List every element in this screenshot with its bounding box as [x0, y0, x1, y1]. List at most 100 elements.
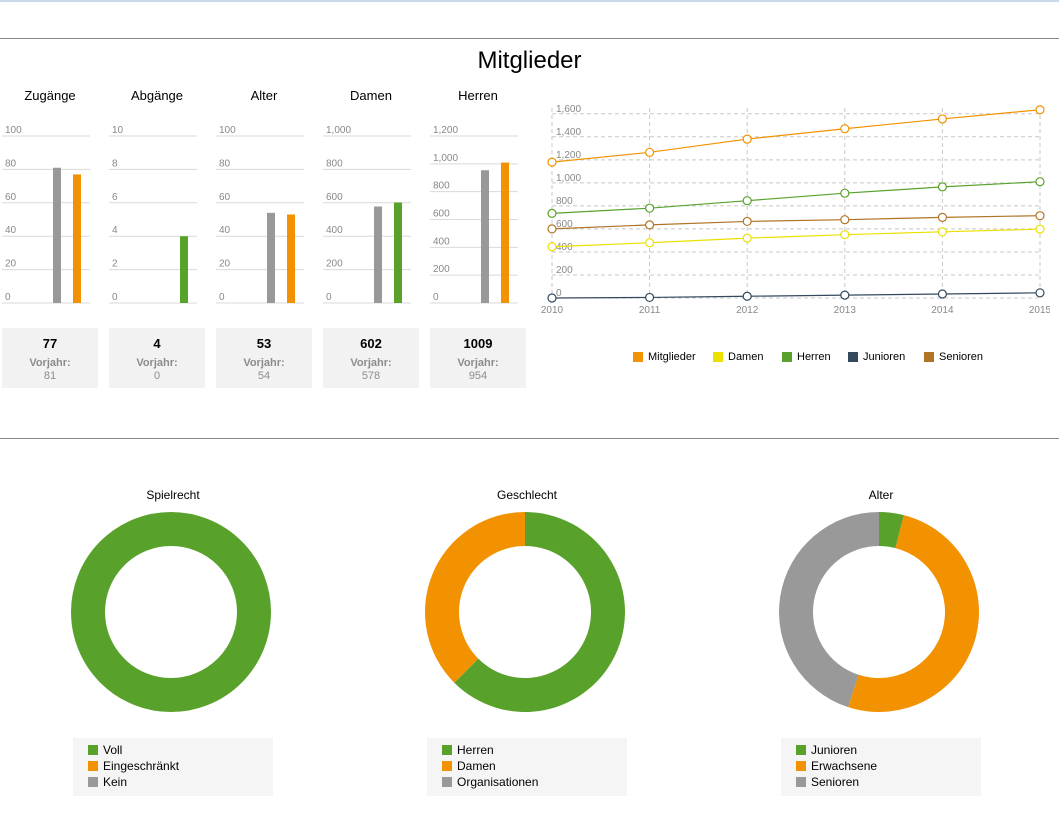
legend-item-organisationen[interactable]: Organisationen [442, 775, 538, 789]
stat-title: Herren [458, 88, 498, 103]
data-point [1035, 211, 1045, 221]
bar-aktuell [73, 174, 81, 303]
stat-value: 1009 [463, 336, 493, 351]
legend-label: Junioren [863, 351, 906, 363]
tick-label: 1,200 [433, 125, 458, 136]
legend-label: Voll [103, 743, 123, 757]
donut-slice [71, 512, 271, 712]
tick-label: 6 [112, 192, 118, 203]
tick-label: 600 [326, 192, 343, 203]
tick-label: 0 [326, 292, 332, 303]
legend-swatch [796, 761, 806, 771]
stat-prev-value: 0 [153, 370, 161, 382]
legend-label: Damen [457, 759, 496, 773]
donut-slice [425, 512, 525, 683]
stat-prev-label: Vorjahr: [243, 357, 285, 369]
stat-chart-damen: 1,000 800 600 400 200 0 [323, 125, 411, 304]
tick-label: 400 [433, 236, 450, 247]
stat-prev-value: 954 [468, 370, 488, 382]
data-point [1035, 105, 1045, 115]
legend-item-junioren[interactable]: Junioren [848, 351, 905, 363]
data-point [937, 212, 947, 222]
bar-vorjahr [53, 167, 61, 303]
tick-label: 0 [219, 292, 225, 303]
legend-swatch [88, 745, 98, 755]
stat-title: Zugänge [24, 88, 76, 103]
bar-aktuell [287, 214, 295, 303]
stat-value: 4 [153, 336, 161, 351]
legend-item-erwachsene[interactable]: Erwachsene [796, 759, 877, 773]
data-point [840, 290, 850, 300]
data-point [742, 196, 752, 206]
data-point [742, 134, 752, 144]
tick-label: 800 [326, 158, 343, 169]
legend-swatch [782, 352, 792, 362]
legend-item-damen[interactable]: Damen [713, 351, 763, 363]
legend-item-kein[interactable]: Kein [88, 775, 127, 789]
y-tick-label: 0 [556, 288, 562, 299]
data-point [937, 114, 947, 124]
legend-swatch [442, 777, 452, 787]
stat-prev-value: 578 [361, 370, 381, 382]
stat-card: 77 Vorjahr: 81 [2, 328, 98, 388]
stat-damen: Damen 1,000 800 600 400 200 0 602 Vorjahr: 57… [323, 88, 419, 388]
tick-label: 20 [219, 259, 231, 270]
top-border [0, 0, 1059, 2]
legend-item-senioren[interactable]: Senioren [796, 775, 859, 789]
tick-label: 0 [433, 292, 439, 303]
x-tick-label: 2011 [639, 305, 661, 316]
tick-label: 60 [219, 192, 231, 203]
tick-label: 8 [112, 158, 118, 169]
donut-svg [425, 512, 625, 712]
donut-svg [779, 512, 980, 712]
bar-aktuell [180, 236, 188, 303]
donut-title-geschlecht: Geschlecht [496, 488, 558, 502]
data-point [547, 157, 557, 167]
data-point [644, 203, 655, 213]
x-tick-label: 2013 [834, 305, 857, 316]
legend-label: Eingeschränkt [103, 759, 180, 773]
donut-slice [848, 515, 980, 712]
y-tick-label: 200 [556, 265, 573, 276]
legend-item-voll[interactable]: Voll [88, 743, 122, 757]
donut-title-spielrecht: Spielrecht [146, 488, 200, 502]
stat-chart-abgaenge: 10 8 6 4 2 0 [109, 125, 197, 304]
stat-value: 77 [42, 336, 58, 351]
data-point [937, 289, 947, 299]
data-point [547, 224, 557, 234]
y-tick-label: 1,600 [556, 104, 581, 115]
stat-zugaenge: Zugänge 100 80 60 40 20 0 77 Vorjahr: 81 [2, 88, 98, 388]
legend-alter: Junioren Erwachsene Senioren [781, 738, 981, 796]
legend-item-herren[interactable]: Herren [442, 743, 494, 757]
legend-item-damen[interactable]: Damen [442, 759, 496, 773]
stat-value: 602 [360, 336, 382, 351]
legend-item-eingeschraenkt[interactable]: Eingeschränkt [88, 759, 179, 773]
bar-vorjahr [481, 170, 489, 303]
donut-title-alter: Alter [868, 488, 894, 502]
tick-label: 40 [219, 225, 231, 236]
y-tick-label: 1,000 [556, 173, 581, 184]
data-point [742, 291, 752, 301]
stat-card: 602 Vorjahr: 578 [323, 328, 419, 388]
tick-label: 100 [5, 125, 22, 136]
legend-label: Herren [457, 743, 494, 757]
bar-aktuell [501, 162, 509, 303]
legend-item-senioren[interactable]: Senioren [924, 351, 983, 363]
legend-item-mitglieder[interactable]: Mitglieder [633, 351, 696, 363]
tick-label: 1,000 [433, 153, 458, 164]
legend-item-herren[interactable]: Herren [782, 351, 831, 363]
series-line [551, 215, 1041, 230]
data-point [644, 147, 655, 157]
legend-item-junioren[interactable]: Junioren [796, 743, 857, 757]
stat-value: 53 [256, 336, 272, 351]
series-line [551, 292, 1041, 299]
data-point [840, 188, 850, 198]
data-point [937, 227, 947, 237]
tick-label: 20 [5, 259, 17, 270]
data-point [644, 292, 655, 303]
bar-vorjahr [267, 212, 275, 303]
data-point [1035, 224, 1045, 234]
stat-alter: Alter 100 80 60 40 20 0 53 Vorjahr: 54 [216, 88, 312, 388]
stat-title: Alter [250, 88, 278, 103]
stat-prev-value: 81 [43, 370, 57, 382]
